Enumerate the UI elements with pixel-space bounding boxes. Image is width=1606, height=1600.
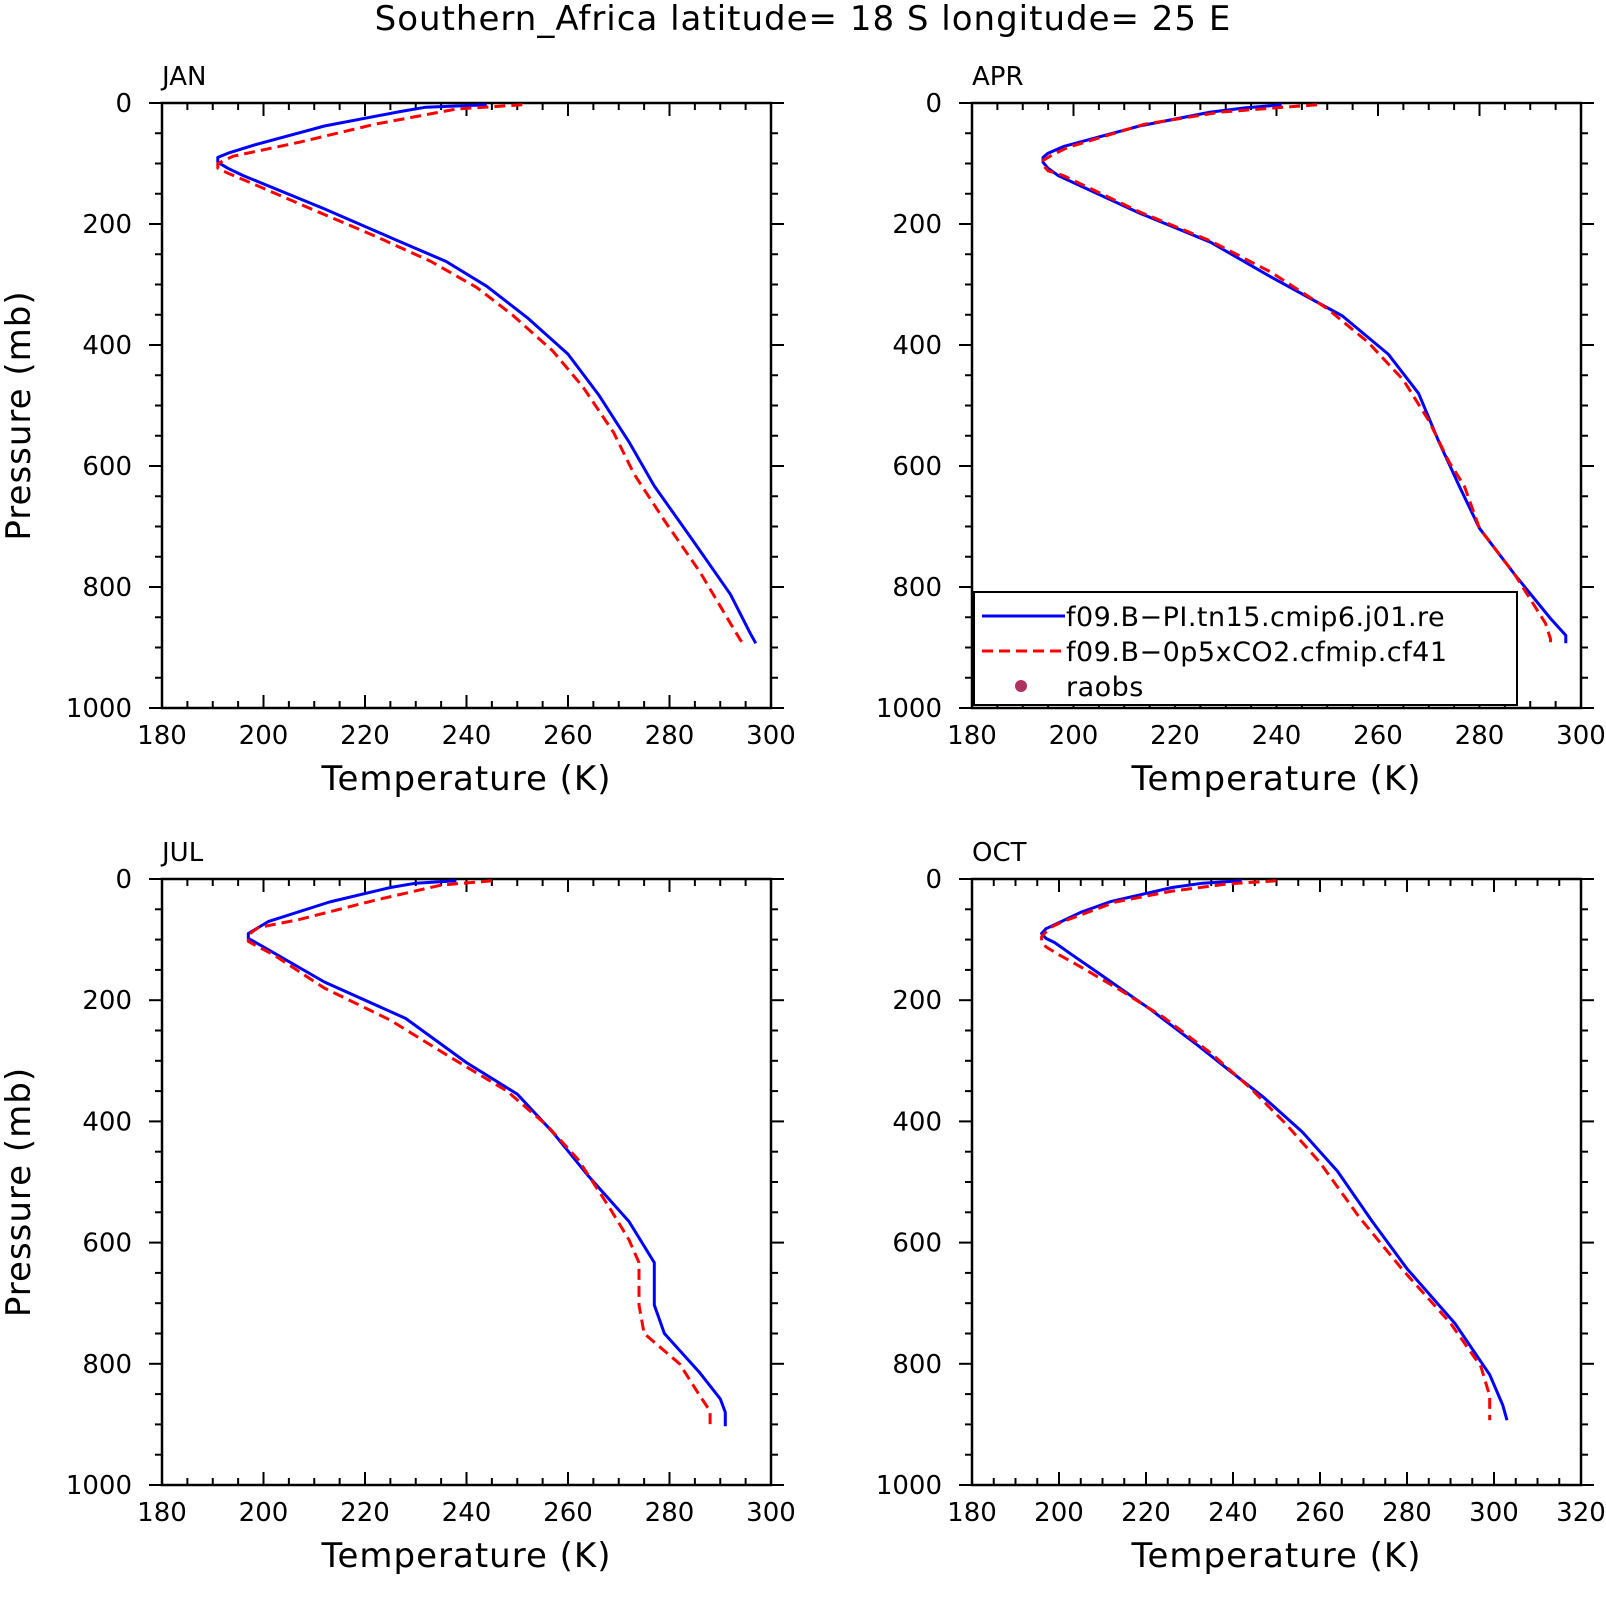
plot-frame (160, 877, 773, 1487)
series-line-pi (1040, 879, 1509, 1421)
legend-entry: f09.B−PI.tn15.cmip6.j01.re (982, 602, 1445, 633)
x-tick-label: 280 (645, 721, 695, 751)
y-tick-label: 200 (82, 210, 132, 240)
y-tick-label: 600 (82, 1229, 132, 1259)
panel-jan: 180 200 220 240 260 280 300 0 200 400 600 800 1000 JA… (0, 62, 796, 799)
series-line-0p5xco2 (1041, 103, 1552, 646)
x-tick-label: 240 (442, 721, 492, 751)
series-line-pi (246, 879, 727, 1427)
x-tick-label: 240 (1208, 1498, 1258, 1528)
series-line-0p5xco2 (1040, 879, 1492, 1421)
x-tick-label: 240 (442, 1498, 492, 1528)
panel-label: OCT (972, 838, 1027, 868)
series-line-pi (216, 103, 758, 645)
x-tick-label: 260 (1295, 1498, 1345, 1528)
y-tick-label: 1000 (66, 694, 132, 724)
y-axis-title: Pressure (mb) (0, 1067, 39, 1317)
x-tick-label: 280 (1382, 1498, 1432, 1528)
x-tick-label: 300 (746, 721, 796, 751)
x-tick-label: 220 (340, 721, 390, 751)
x-tick-label: 200 (239, 721, 289, 751)
x-tick-label: 240 (1252, 721, 1302, 751)
x-tick-label: 220 (1121, 1498, 1171, 1528)
y-tick-label: 200 (892, 986, 942, 1016)
y-axis-title: Pressure (mb) (0, 290, 39, 540)
x-tick-label: 300 (746, 1498, 796, 1528)
y-tick-label: 600 (892, 1229, 942, 1259)
panel-apr: 180 200 220 240 260 280 300 0 200 400 600 800 1000 AP… (876, 62, 1606, 799)
x-axis-title: Temperature (K) (320, 759, 611, 799)
y-tick-label: 400 (82, 1107, 132, 1137)
x-tick-label: 180 (947, 1498, 997, 1528)
x-tick-label: 260 (543, 721, 593, 751)
y-tick-label: 0 (925, 89, 942, 119)
x-tick-label: 280 (1455, 721, 1505, 751)
y-tick-label: 600 (892, 452, 942, 482)
x-tick-label: 300 (1556, 721, 1606, 751)
y-tick-label: 0 (115, 89, 132, 119)
legend: f09.B−PI.tn15.cmip6.j01.re f09.B−0p5xCO2.… (973, 591, 1518, 706)
y-tick-label: 200 (82, 986, 132, 1016)
y-tick-label: 400 (892, 1107, 942, 1137)
y-tick-label: 800 (82, 1350, 132, 1380)
panel-jul: 180 200 220 240 260 280 300 0 200 400 600 800 1000 JU… (0, 838, 796, 1576)
x-tick-label: 200 (239, 1498, 289, 1528)
x-tick-label: 260 (543, 1498, 593, 1528)
y-tick-label: 200 (892, 210, 942, 240)
x-tick-label: 200 (1034, 1498, 1084, 1528)
y-tick-label: 600 (82, 452, 132, 482)
x-axis-title: Temperature (K) (320, 1536, 611, 1576)
legend-label: f09.B−PI.tn15.cmip6.j01.re (1066, 602, 1445, 633)
x-tick-label: 300 (1469, 1498, 1519, 1528)
series-line-0p5xco2 (246, 879, 712, 1425)
x-tick-label: 280 (645, 1498, 695, 1528)
legend-entry: f09.B−0p5xCO2.cfmip.cf41 (982, 637, 1448, 668)
panels: 180 200 220 240 260 280 300 0 200 400 600 800 1000 JA… (0, 62, 1606, 1576)
x-tick-label: 320 (1556, 1498, 1606, 1528)
x-tick-label: 220 (1150, 721, 1200, 751)
panel-label: JAN (160, 62, 206, 92)
panel-oct: 180 200 220 240 260 280 300 320 0 200 400 600 800 100… (876, 838, 1606, 1576)
x-tick-label: 180 (947, 721, 997, 751)
x-axis-title: Temperature (K) (1130, 759, 1421, 799)
y-tick-label: 800 (82, 573, 132, 603)
panel-label: APR (972, 62, 1024, 92)
y-tick-label: 800 (892, 1350, 942, 1380)
series-line-0p5xco2 (216, 103, 747, 647)
panel-label: JUL (160, 838, 204, 868)
legend-box (973, 591, 1518, 706)
y-tick-label: 800 (892, 573, 942, 603)
x-tick-label: 220 (340, 1498, 390, 1528)
y-tick-label: 400 (892, 331, 942, 361)
legend-label: f09.B−0p5xCO2.cfmip.cf41 (1066, 637, 1448, 668)
legend-entry: raobs (1015, 672, 1144, 703)
y-tick-label: 0 (925, 865, 942, 895)
figure-title: Southern_Africa latitude= 18 S longitude… (375, 0, 1232, 39)
plot-frame (160, 101, 773, 710)
x-tick-label: 260 (1353, 721, 1403, 751)
y-tick-label: 1000 (66, 1471, 132, 1501)
y-tick-label: 0 (115, 865, 132, 895)
x-tick-label: 180 (137, 721, 187, 751)
series-line-pi (1041, 103, 1568, 644)
x-tick-label: 180 (137, 1498, 187, 1528)
y-tick-label: 1000 (876, 1471, 942, 1501)
x-tick-label: 200 (1049, 721, 1099, 751)
y-tick-label: 400 (82, 331, 132, 361)
x-axis-title: Temperature (K) (1130, 1536, 1421, 1576)
legend-label: raobs (1066, 672, 1144, 703)
legend-marker-dot (1015, 680, 1027, 692)
y-tick-label: 1000 (876, 694, 942, 724)
plot-frame (970, 877, 1583, 1487)
